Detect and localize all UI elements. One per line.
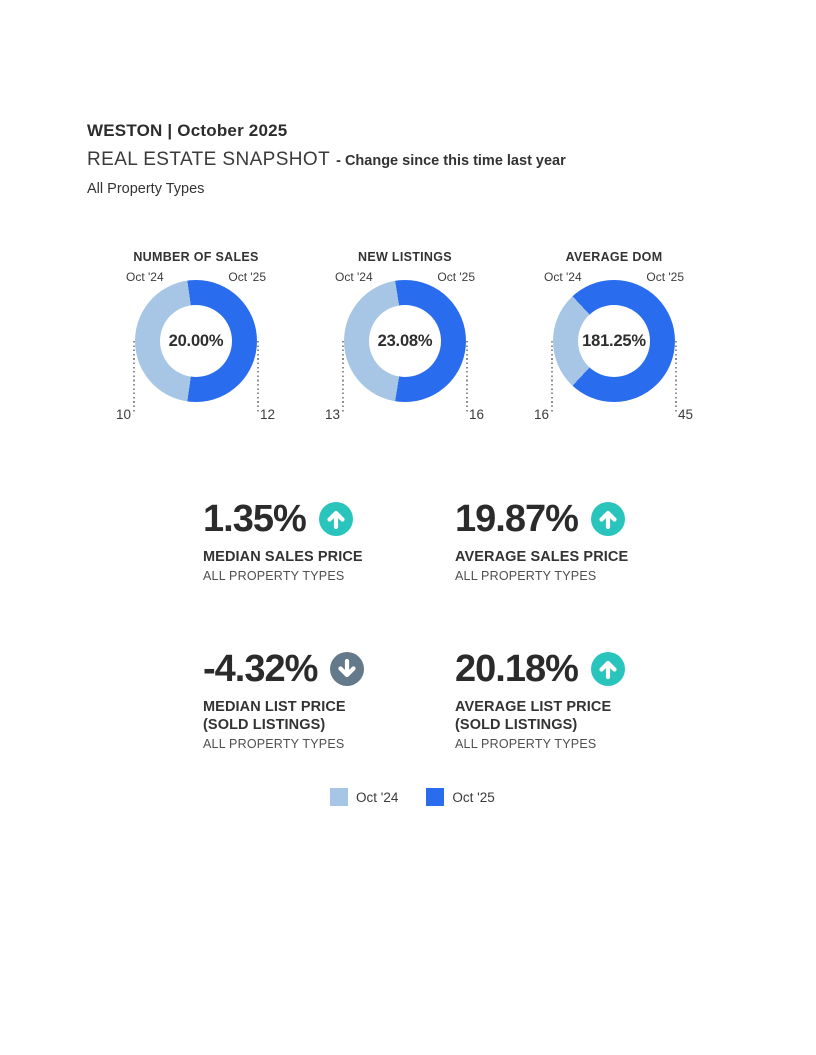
donut-ring: 23.08% bbox=[344, 280, 466, 402]
metric-average-list-price: 20.18% AVERAGE LIST PRICE (SOLD LISTINGS… bbox=[455, 647, 705, 751]
legend-swatch-oct25 bbox=[426, 788, 445, 806]
leader-line-right bbox=[257, 341, 259, 413]
year-label-left: Oct '24 bbox=[544, 270, 582, 284]
metric-name: MEDIAN LIST PRICE bbox=[203, 699, 346, 715]
donut-chart-new-listings: NEW LISTINGS Oct '24 Oct '25 23.08% 13 1… bbox=[320, 250, 490, 432]
year-labels: Oct '24 Oct '25 bbox=[529, 270, 699, 284]
metric-average-sales-price: 19.87% AVERAGE SALES PRICE ALL PROPERTY … bbox=[455, 497, 705, 583]
donut-hole bbox=[578, 305, 650, 377]
year-label-left: Oct '24 bbox=[335, 270, 373, 284]
leader-line-right bbox=[675, 341, 677, 413]
metric-value: 20.18% bbox=[455, 648, 579, 690]
metric-value: 1.35% bbox=[203, 498, 307, 540]
leader-line-left bbox=[342, 341, 344, 413]
donut-hole bbox=[369, 305, 441, 377]
page-subtitle: REAL ESTATE SNAPSHOT - Change since this … bbox=[87, 149, 566, 171]
trend-arrow-icon bbox=[590, 652, 625, 686]
metric-value: 19.87% bbox=[455, 498, 579, 540]
page-title: WESTON | October 2025 bbox=[87, 121, 288, 140]
donut-change-percent: 181.25% bbox=[582, 331, 646, 350]
trend-arrow-icon bbox=[590, 502, 625, 536]
value-oct25: 12 bbox=[260, 407, 276, 422]
subtitle-note: - Change since this time last year bbox=[336, 153, 566, 169]
year-label-right: Oct '25 bbox=[437, 270, 475, 284]
metric-scope: ALL PROPERTY TYPES bbox=[455, 737, 597, 751]
value-oct24: 13 bbox=[324, 407, 340, 422]
metric-name: AVERAGE LIST PRICE bbox=[455, 699, 612, 715]
year-labels: Oct '24 Oct '25 bbox=[320, 270, 490, 284]
value-oct25: 16 bbox=[469, 407, 485, 422]
year-label-left: Oct '24 bbox=[126, 270, 164, 284]
donut-hole bbox=[160, 305, 232, 377]
legend-label: Oct '25 bbox=[452, 789, 495, 805]
donut-change-percent: 20.00% bbox=[168, 331, 224, 350]
metric-median-list-price: -4.32% MEDIAN LIST PRICE (SOLD LISTINGS)… bbox=[203, 647, 453, 751]
report-header: WESTON | October 2025 REAL ESTATE SNAPSH… bbox=[87, 121, 566, 197]
metric-name-line2: (SOLD LISTINGS) bbox=[455, 717, 578, 733]
metric-median-sales-price: 1.35% MEDIAN SALES PRICE ALL PROPERTY TY… bbox=[203, 497, 453, 583]
value-oct24: 16 bbox=[533, 407, 549, 422]
year-labels: Oct '24 Oct '25 bbox=[111, 270, 281, 284]
chart-title: NEW LISTINGS bbox=[358, 250, 452, 264]
chart-legend: Oct '24 Oct '25 bbox=[330, 788, 495, 806]
trend-arrow-icon bbox=[330, 652, 365, 686]
legend-label: Oct '24 bbox=[356, 789, 399, 805]
metric-value: -4.32% bbox=[203, 648, 318, 690]
chart-title: AVERAGE DOM bbox=[565, 250, 663, 264]
metric-name: MEDIAN SALES PRICE bbox=[203, 549, 363, 565]
donut-ring: 181.25% bbox=[553, 280, 675, 402]
value-oct24: 10 bbox=[115, 407, 131, 422]
chart-title: NUMBER OF SALES bbox=[133, 250, 259, 264]
metric-value-row: 1.35% bbox=[203, 497, 453, 541]
donut-ring: 20.00% bbox=[135, 280, 257, 402]
metric-scope: ALL PROPERTY TYPES bbox=[203, 569, 345, 583]
legend-swatch-oct24 bbox=[330, 788, 348, 806]
legend-item-oct25: Oct '25 bbox=[426, 788, 495, 806]
metric-scope: ALL PROPERTY TYPES bbox=[203, 737, 345, 751]
donut-chart-number-of-sales: NUMBER OF SALES Oct '24 Oct '25 20.00% 1… bbox=[111, 250, 281, 432]
metric-value-row: 20.18% bbox=[455, 647, 705, 691]
leader-line-left bbox=[133, 341, 135, 413]
metric-name: AVERAGE SALES PRICE bbox=[455, 549, 629, 565]
leader-line-left bbox=[551, 341, 553, 413]
metric-value-row: -4.32% bbox=[203, 647, 453, 691]
metric-scope: ALL PROPERTY TYPES bbox=[455, 569, 597, 583]
metric-value-row: 19.87% bbox=[455, 497, 705, 541]
value-oct25: 45 bbox=[678, 407, 694, 422]
metric-name-line2: (SOLD LISTINGS) bbox=[203, 717, 326, 733]
property-scope-label: All Property Types bbox=[87, 181, 205, 197]
year-label-right: Oct '25 bbox=[228, 270, 266, 284]
year-label-right: Oct '25 bbox=[646, 270, 684, 284]
donut-chart-average-dom: AVERAGE DOM Oct '24 Oct '25 181.25% 16 4… bbox=[529, 250, 699, 432]
donut-change-percent: 23.08% bbox=[377, 331, 433, 350]
leader-line-right bbox=[466, 341, 468, 413]
legend-item-oct24: Oct '24 bbox=[330, 788, 398, 806]
trend-arrow-icon bbox=[318, 502, 353, 536]
subtitle-text: REAL ESTATE SNAPSHOT bbox=[87, 149, 331, 170]
